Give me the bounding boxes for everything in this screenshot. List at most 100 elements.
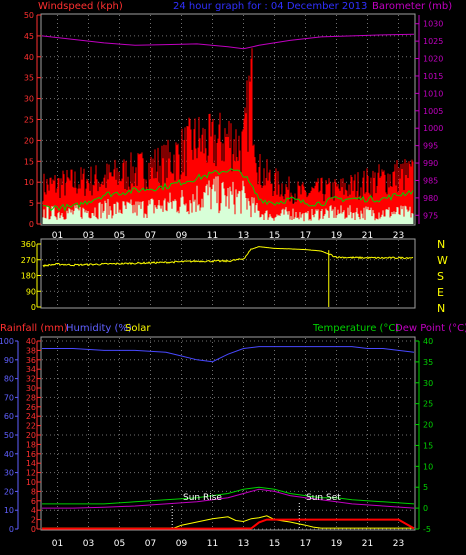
rain-tick-label: 50 — [4, 431, 14, 440]
rain-tick-label: 60 — [4, 412, 14, 421]
hour-tick-label: 07 — [145, 231, 156, 241]
barometer-axis-title: Barometer (mb) — [372, 1, 452, 12]
temp-panel-frame — [40, 336, 416, 531]
temperature-tick-label: 25 — [423, 400, 433, 409]
temperature-tick-label: 10 — [423, 462, 433, 471]
barometer-tick-label: 1025 — [423, 37, 443, 46]
hour-tick-label: 05 — [114, 231, 125, 241]
temperature-axis-title: Temperature (°C) — [312, 323, 399, 334]
windspeed-tick-label: 10 — [24, 178, 34, 187]
humidity-tick-label: 30 — [26, 384, 36, 393]
humidity-tick-label: 12 — [26, 469, 36, 478]
humidity-tick-label: 8 — [31, 487, 36, 496]
humidity-tick-label: 0 — [31, 525, 36, 534]
hour-tick-label: 21 — [362, 231, 373, 241]
humidity-tick-label: 14 — [26, 459, 36, 468]
sunset-label: Sun Set — [306, 493, 341, 503]
hour-tick-label: 03 — [83, 231, 94, 241]
humidity-tick-label: 6 — [31, 497, 36, 506]
dewpoint-axis-title: Dew Point (°C) — [395, 323, 466, 334]
hour-tick-label-bottom: 03 — [83, 539, 94, 549]
compass-label-n-bottom: N — [437, 302, 445, 315]
hour-tick-label-bottom: 21 — [362, 539, 373, 549]
humidity-tick-label: 16 — [26, 450, 36, 459]
barometer-tick-label: 1015 — [423, 72, 443, 81]
rain-tick-label: 0 — [9, 525, 14, 534]
direction-line — [42, 246, 414, 268]
hour-tick-label-bottom: 09 — [176, 539, 188, 549]
hour-tick-label-bottom: 11 — [207, 539, 218, 549]
humidity-tick-label: 4 — [31, 506, 36, 515]
rain-tick-label: 30 — [4, 469, 14, 478]
wind-average-line — [42, 167, 414, 212]
humidity-tick-label: 40 — [26, 337, 36, 346]
barometer-tick-label: 975 — [423, 211, 438, 220]
humidity-tick-label: 20 — [26, 431, 36, 440]
rain-tick-label: 70 — [4, 393, 14, 402]
windspeed-tick-label: 50 — [24, 11, 34, 20]
hour-tick-label: 11 — [207, 231, 218, 241]
direction-tick-label: 180 — [21, 272, 36, 281]
sunrise-label: Sun Rise — [183, 493, 222, 503]
barometer-tick-label: 1005 — [423, 107, 443, 116]
hour-tick-label: 09 — [176, 231, 188, 241]
temperature-line — [42, 486, 415, 505]
solar-line — [42, 515, 414, 529]
rainfall-axis-title: Rainfall (mm) — [0, 323, 68, 334]
humidity-tick-label: 26 — [26, 403, 36, 412]
humidity-tick-label: 22 — [26, 422, 36, 431]
hour-tick-label: 23 — [393, 231, 404, 241]
temperature-tick-label: 40 — [423, 337, 433, 346]
hour-tick-label-bottom: 01 — [52, 539, 63, 549]
rain-tick-label: 10 — [4, 506, 14, 515]
humidity-line — [42, 346, 415, 363]
barometer-tick-label: 985 — [423, 176, 438, 185]
humidity-tick-label: 34 — [26, 365, 36, 374]
dewpoint-line — [42, 488, 415, 509]
barometer-tick-label: 1020 — [423, 55, 443, 64]
hour-tick-label: 17 — [300, 231, 311, 241]
compass-label-s: S — [437, 270, 444, 283]
temperature-tick-label: 30 — [423, 379, 433, 388]
barometer-tick-label: 990 — [423, 159, 438, 168]
barometer-tick-label: 980 — [423, 194, 438, 203]
windspeed-tick-label: 30 — [24, 95, 34, 104]
hour-tick-label: 13 — [238, 231, 249, 241]
hour-tick-label-bottom: 19 — [331, 539, 343, 549]
barometer-tick-label: 1000 — [423, 124, 443, 133]
barometer-tick-label: 1030 — [423, 20, 443, 29]
temperature-tick-label: 15 — [423, 441, 433, 450]
windspeed-axis-title: Windspeed (kph) — [38, 1, 123, 12]
temperature-tick-label: 35 — [423, 358, 433, 367]
barometer-tick-label: 995 — [423, 142, 438, 151]
direction-tick-label: 90 — [26, 287, 36, 296]
compass-label-w: W — [437, 254, 448, 267]
temperature-tick-label: -5 — [423, 525, 431, 534]
hour-tick-label: 01 — [52, 231, 63, 241]
rain-tick-label: 90 — [4, 356, 14, 365]
windspeed-tick-label: 35 — [24, 74, 34, 83]
humidity-tick-label: 32 — [26, 375, 36, 384]
humidity-tick-label: 38 — [26, 346, 36, 355]
rain-tick-label: 40 — [4, 450, 14, 459]
rain-line — [42, 518, 415, 530]
humidity-tick-label: 28 — [26, 393, 36, 402]
rain-tick-label: 100 — [0, 337, 14, 346]
direction-tick-label: 0 — [31, 303, 36, 312]
windspeed-tick-label: 20 — [24, 136, 34, 145]
humidity-tick-label: 10 — [26, 478, 36, 487]
temperature-tick-label: 0 — [423, 504, 428, 513]
windspeed-tick-label: 45 — [24, 32, 34, 41]
windspeed-tick-label: 15 — [24, 157, 34, 166]
hour-tick-label-bottom: 15 — [269, 539, 280, 549]
barometer-tick-label: 1010 — [423, 89, 443, 98]
hour-tick-label-bottom: 07 — [145, 539, 156, 549]
humidity-axis-title: Humidity (%) — [66, 323, 132, 334]
humidity-tick-label: 2 — [31, 516, 36, 525]
hour-tick-label: 15 — [269, 231, 280, 241]
compass-label-n-top: N — [437, 238, 445, 251]
humidity-tick-label: 36 — [26, 356, 36, 365]
graph-title: 24 hour graph for : 04 December 2013 — [173, 1, 367, 12]
hour-tick-label-bottom: 23 — [393, 539, 404, 549]
